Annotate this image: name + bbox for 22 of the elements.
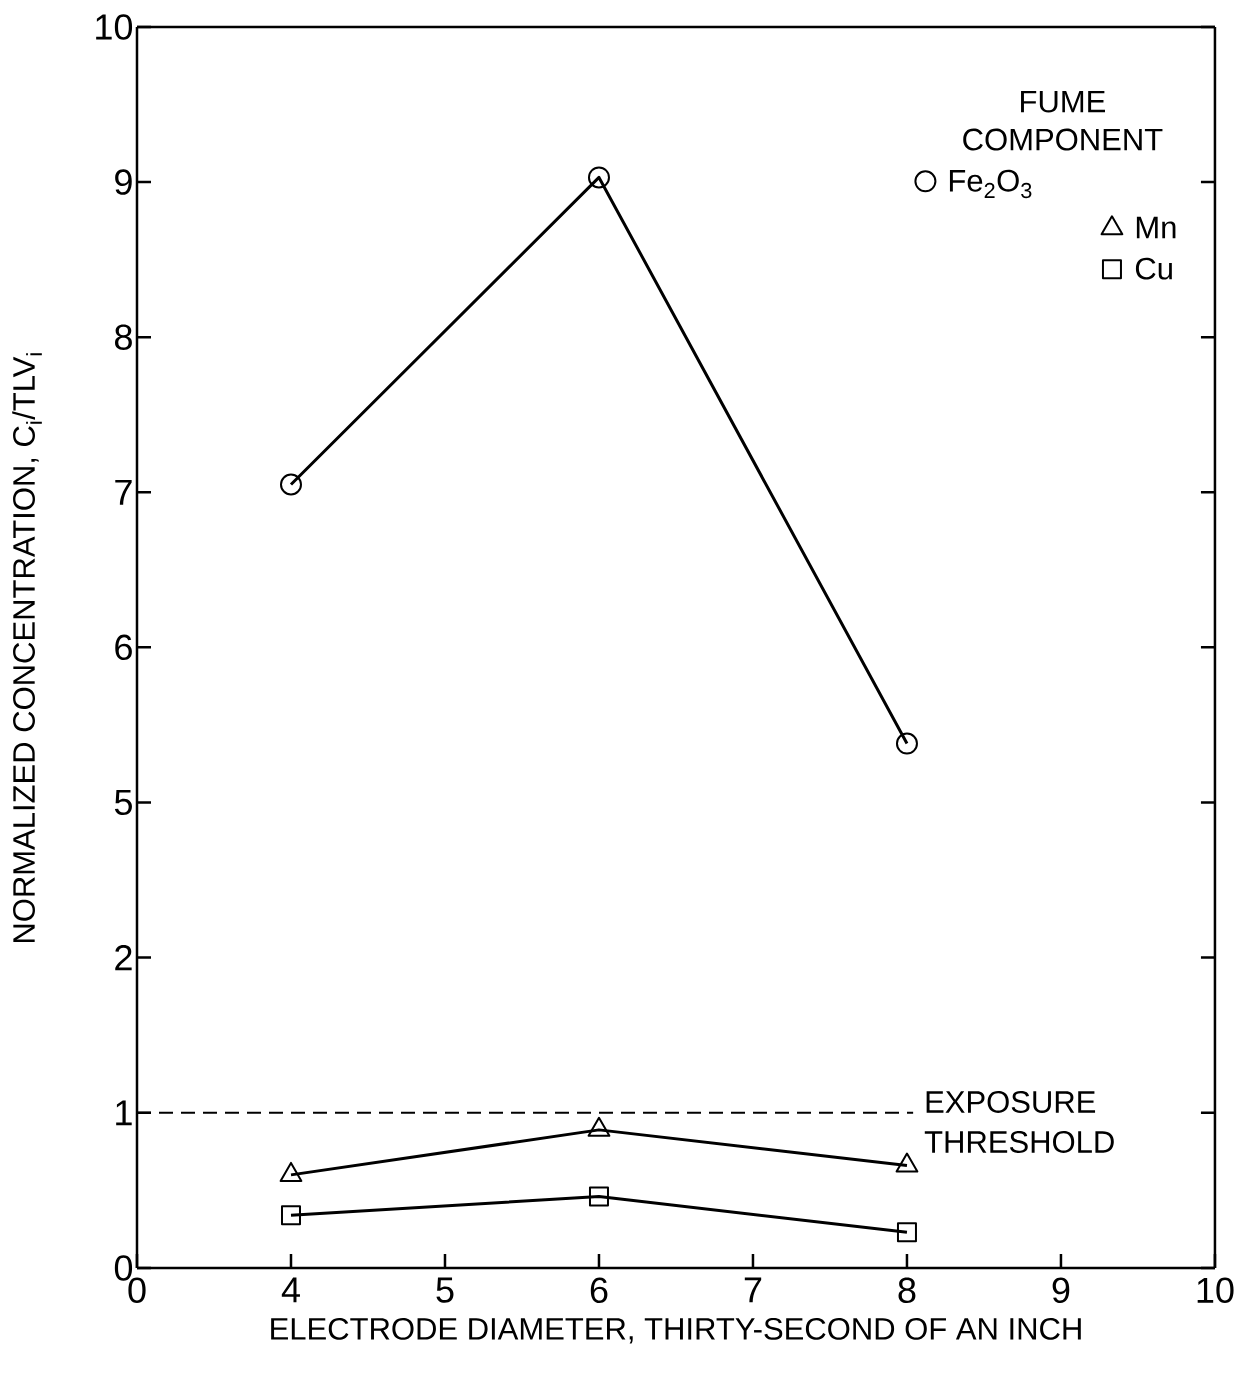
- x-tick-label: 7: [744, 1277, 762, 1303]
- x-tick-label: 5: [436, 1277, 454, 1303]
- y-tick-label: 1: [116, 1100, 132, 1126]
- y-tick-label: 10: [96, 14, 133, 40]
- legend-title: FUME COMPONENT: [963, 90, 1163, 151]
- x-tick-label: 8: [898, 1277, 916, 1304]
- legend-label: Mn: [1136, 216, 1176, 239]
- legend-label: Fe$_{2}$O$_{3}$: [949, 169, 1032, 199]
- y-axis-title: NORMALIZED CONCENTRATION, C$_{i}$/TLV$_{i}$: [12, 353, 42, 943]
- x-tick-label: 9: [1052, 1277, 1070, 1304]
- x-tick-label: 10: [1197, 1277, 1234, 1304]
- y-tick-label: 5: [114, 789, 132, 815]
- legend-label: Cu: [1135, 257, 1172, 280]
- x-axis-title: ELECTRODE DIAMETER, THIRTY-SECOND OF AN INCH: [271, 1317, 1081, 1344]
- x-tick-label: 4: [281, 1277, 300, 1303]
- ref-line-label: EXPOSURE THRESHOLD: [924, 1091, 1114, 1153]
- y-tick-label: 6: [115, 634, 132, 661]
- y-tick-label: 2: [115, 945, 132, 971]
- y-tick-label: 8: [115, 324, 132, 350]
- y-tick-label: 9: [115, 169, 132, 195]
- x-tick-label: 6: [590, 1277, 608, 1304]
- y-tick-label: 7: [115, 479, 132, 505]
